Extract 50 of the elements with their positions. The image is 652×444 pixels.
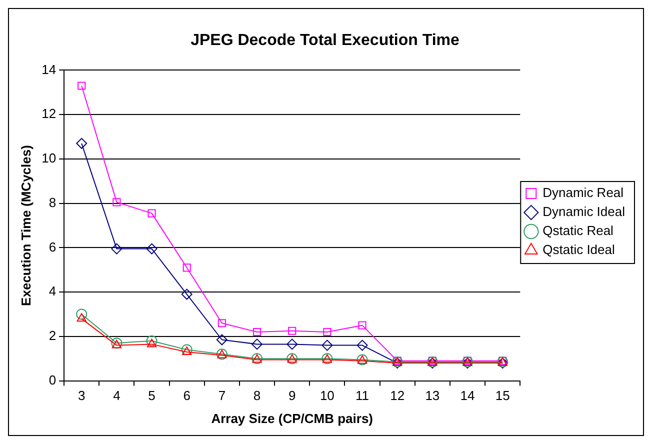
x-tick-label: 8 [253,388,261,404]
point [111,243,122,254]
point [216,334,228,346]
x-tick-label: 7 [218,388,226,404]
legend-label: Qstatic Real [542,223,614,238]
point [252,328,262,336]
point [146,338,157,348]
x-tick-label: 11 [356,388,370,404]
point [146,243,158,254]
y-axis-title: Execution Time (MCycles) [18,145,34,306]
chart-title: JPEG Decode Total Execution Time [190,32,460,50]
x-axis-title: Array Size (CP/CMB pairs) [211,410,374,426]
point [181,288,192,300]
y-tick-label: 12 [42,106,56,122]
point [146,335,158,346]
point [148,209,156,218]
x-tick-label: 5 [148,388,156,404]
y-tick-label: 10 [42,150,56,166]
point [356,340,368,351]
point [76,313,86,322]
point [288,326,296,335]
legend-label: Dynamic Real [542,185,624,200]
point [218,319,226,328]
point [323,328,332,336]
y-tick-label: 0 [48,372,56,388]
point [76,308,88,320]
x-tick-label: 3 [78,388,86,404]
point [252,338,263,350]
y-tick-label: 8 [48,194,56,210]
point [76,138,88,149]
y-tick-label: 14 [42,62,56,77]
legend-label: Qstatic Ideal [542,242,615,258]
x-tick-label: 10 [320,388,334,404]
point [78,82,86,90]
point [112,198,121,206]
x-tick-label: 12 [390,388,405,404]
y-tick-label: 4 [48,284,56,299]
x-tick-label: 15 [495,388,510,404]
legend-label: Dynamic Ideal [542,204,626,220]
x-tick-label: 13 [425,388,440,404]
x-tick-label: 6 [183,388,190,404]
point [358,321,366,330]
point [322,340,333,351]
x-tick-label: 14 [460,388,475,404]
point [286,338,298,350]
point [182,264,191,272]
x-tick-label: 4 [113,388,120,404]
y-tick-label: 6 [48,239,56,254]
y-tick-label: 2 [48,328,56,344]
x-tick-label: 9 [288,388,296,404]
